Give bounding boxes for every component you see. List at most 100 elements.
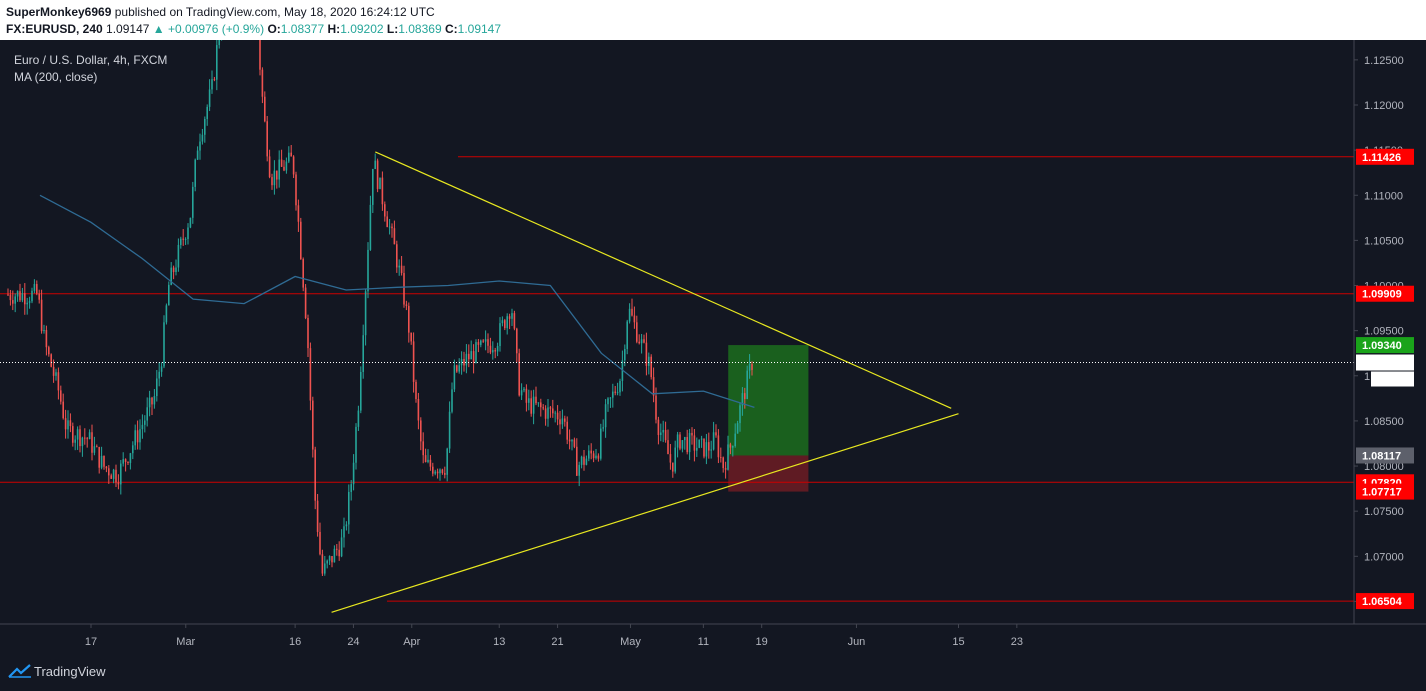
- candle-body: [451, 389, 453, 412]
- candle-body: [465, 353, 468, 366]
- price-tick-label: 1.11000: [1364, 190, 1403, 202]
- candle-body: [307, 317, 309, 349]
- candle-body: [64, 418, 67, 430]
- candle-body: [165, 305, 168, 323]
- candle-body: [674, 447, 676, 472]
- time-tick-label: Apr: [403, 636, 420, 648]
- candle-body: [636, 322, 638, 342]
- candle-body: [684, 437, 686, 441]
- candle-body: [57, 372, 60, 391]
- candle-body: [393, 228, 396, 245]
- time-tick-label: 11: [698, 636, 709, 648]
- time-tick-label: 13: [493, 636, 505, 648]
- candle-body: [218, 40, 220, 46]
- candle-body: [412, 341, 415, 382]
- candle-body: [600, 428, 602, 459]
- candle-body: [81, 437, 84, 447]
- candle-body: [530, 398, 532, 414]
- candle-body: [69, 420, 72, 427]
- chart-legend-indicator[interactable]: MA (200, close): [14, 70, 97, 84]
- candle-body: [103, 455, 105, 467]
- candle-body: [400, 265, 403, 274]
- candle-body: [724, 468, 727, 470]
- candle-body: [62, 401, 64, 419]
- candle-body: [432, 466, 434, 474]
- candle-body: [84, 437, 86, 439]
- candle-body: [422, 441, 424, 456]
- triangle-upper-trendline[interactable]: [375, 151, 952, 409]
- candle-body: [331, 556, 333, 563]
- candle-body: [134, 430, 136, 446]
- candle-body: [170, 267, 172, 285]
- candle-body: [304, 287, 307, 318]
- candle-body: [676, 434, 679, 448]
- candle-body: [340, 537, 343, 557]
- candle-body: [120, 463, 122, 485]
- time-tick-label: Mar: [176, 636, 195, 648]
- candle-body: [50, 354, 52, 367]
- candle-body: [708, 442, 710, 451]
- candle-body: [338, 549, 340, 557]
- time-tick-label: 24: [347, 636, 359, 648]
- candle-body: [700, 438, 703, 440]
- candle-body: [259, 40, 261, 70]
- candle-body: [398, 265, 400, 268]
- candle-body: [295, 174, 297, 206]
- candle-body: [681, 440, 684, 449]
- time-tick-label: 19: [756, 636, 768, 648]
- candle-body: [722, 457, 724, 469]
- candle-body: [319, 531, 321, 555]
- candle-body: [576, 446, 578, 476]
- price-chart[interactable]: 1.125001.120001.115001.110001.105001.100…: [0, 40, 1426, 651]
- target-zone[interactable]: [728, 345, 809, 456]
- candle-body: [115, 469, 117, 483]
- candle-body: [732, 446, 734, 448]
- candle-body: [729, 444, 732, 448]
- candle-body: [36, 284, 38, 294]
- tradingview-brand[interactable]: TradingView: [34, 664, 106, 679]
- symbol-line: FX:EURUSD, 240 1.09147 ▲ +0.00976 (+0.9%…: [6, 22, 501, 36]
- candle-body: [614, 391, 616, 393]
- candle-body: [499, 323, 501, 347]
- candle-body: [669, 454, 672, 463]
- candle-body: [163, 322, 165, 367]
- candle-body: [559, 419, 561, 425]
- candle-body: [655, 395, 657, 420]
- horizontal-levels[interactable]: [0, 156, 1354, 602]
- candle-body: [60, 390, 62, 402]
- candle-body: [352, 462, 355, 485]
- chart-legend-title[interactable]: Euro / U.S. Dollar, 4h, FXCM: [14, 53, 167, 67]
- low-value: 1.08369: [398, 22, 442, 36]
- candle-body: [662, 429, 664, 433]
- candle-body: [129, 453, 132, 463]
- price-badge-label: 1.09147: [1362, 358, 1402, 370]
- price-change: +0.00976 (+0.9%): [168, 22, 265, 36]
- time-axis[interactable]: 17 Mar 16 24 Apr 13 21 May 11 19 Jun 15 23: [85, 624, 1023, 648]
- triangle-lower-trendline[interactable]: [331, 413, 959, 613]
- candle-body: [504, 320, 506, 329]
- candle-body: [444, 473, 446, 475]
- candle-body: [52, 366, 55, 376]
- candle-body: [40, 299, 43, 332]
- candle-body: [604, 404, 607, 428]
- candle-body: [285, 161, 288, 171]
- candle-body: [316, 500, 319, 532]
- candle-body: [597, 455, 600, 459]
- candle-body: [712, 432, 715, 450]
- tradingview-logo-icon[interactable]: [8, 664, 32, 678]
- publisher-name[interactable]: SuperMonkey6969: [6, 5, 112, 19]
- triangle-pattern[interactable]: [331, 151, 959, 613]
- candle-body: [367, 249, 369, 292]
- candle-body: [446, 448, 448, 475]
- candle-body: [540, 402, 542, 408]
- price-badge-stop: [1356, 483, 1414, 500]
- candle-body: [139, 429, 141, 443]
- price-badge-label: 1.07717: [1362, 487, 1402, 499]
- time-tick-label: 16: [289, 636, 301, 648]
- candle-body: [86, 438, 88, 440]
- candle-body: [261, 69, 264, 97]
- candle-body: [484, 339, 487, 342]
- candle-body: [156, 378, 158, 397]
- candle-body: [74, 439, 76, 443]
- time-tick-label: 23: [1011, 636, 1023, 648]
